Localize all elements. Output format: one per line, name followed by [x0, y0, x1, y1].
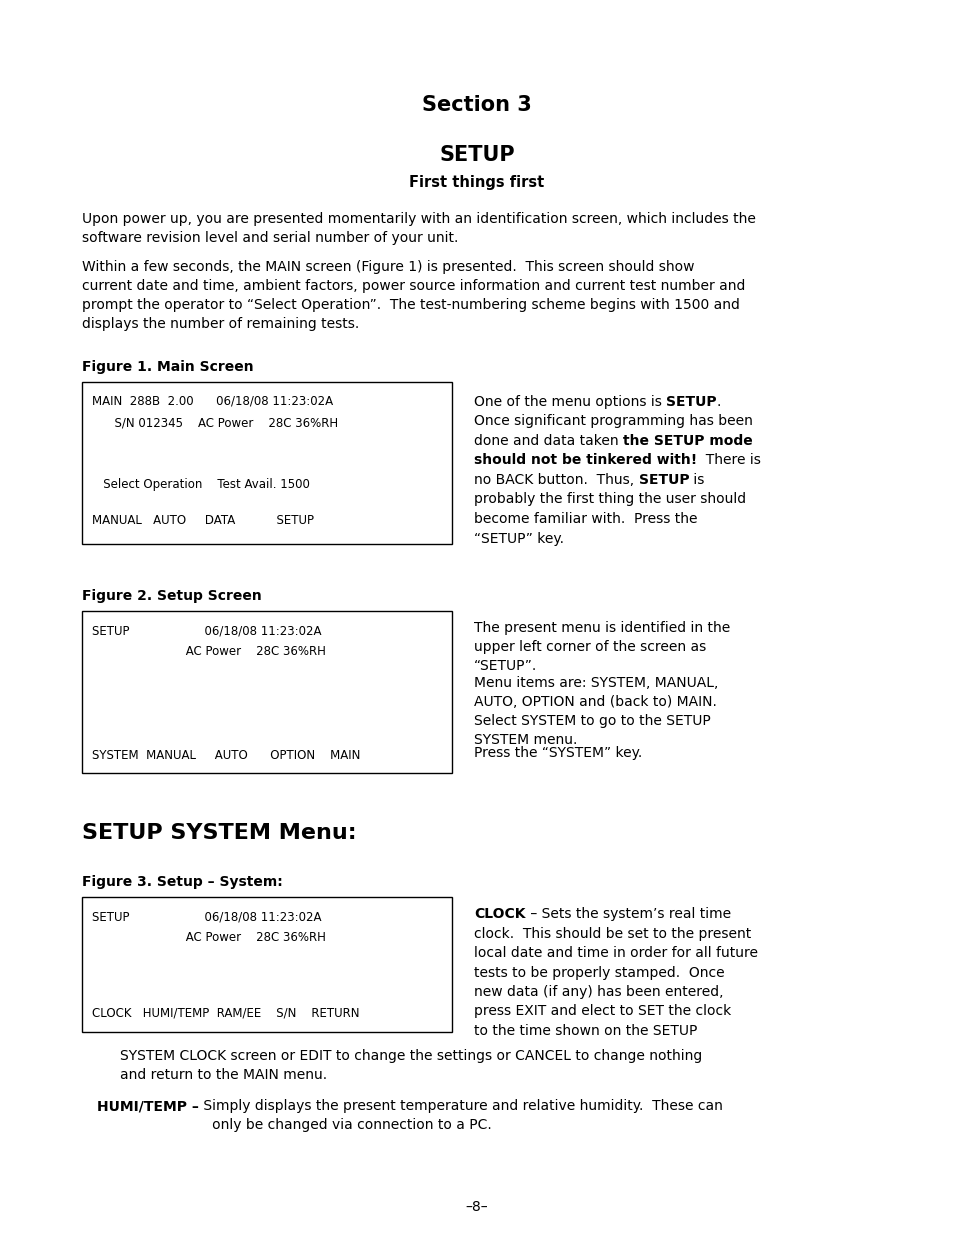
Bar: [82, 611, 452, 773]
Text: Upon power up, you are presented momentarily with an identification screen, whic: Upon power up, you are presented momenta…: [82, 212, 755, 245]
Text: Figure 3. Setup – System:: Figure 3. Setup – System:: [82, 876, 282, 889]
Text: Figure 1. Main Screen: Figure 1. Main Screen: [82, 359, 253, 374]
Text: AC Power    28C 36%RH: AC Power 28C 36%RH: [91, 645, 326, 658]
Text: SETUP SYSTEM Menu:: SETUP SYSTEM Menu:: [82, 823, 356, 844]
Text: .: .: [716, 395, 720, 409]
Text: One of the menu options is: One of the menu options is: [474, 395, 665, 409]
Text: – Sets the system’s real time: – Sets the system’s real time: [525, 906, 730, 921]
Text: probably the first thing the user should: probably the first thing the user should: [474, 493, 745, 506]
Text: HUMI/TEMP –: HUMI/TEMP –: [97, 1099, 198, 1113]
Text: done and data taken: done and data taken: [474, 433, 622, 448]
Text: new data (if any) has been entered,: new data (if any) has been entered,: [474, 986, 722, 999]
Text: no BACK button.  Thus,: no BACK button. Thus,: [474, 473, 638, 487]
Text: clock.  This should be set to the present: clock. This should be set to the present: [474, 926, 750, 941]
Bar: [82, 382, 452, 543]
Text: CLOCK: CLOCK: [474, 906, 525, 921]
Text: –8–: –8–: [465, 1200, 488, 1214]
Text: tests to be properly stamped.  Once: tests to be properly stamped. Once: [474, 966, 724, 979]
Text: to the time shown on the SETUP: to the time shown on the SETUP: [474, 1024, 697, 1037]
Text: SETUP: SETUP: [638, 473, 688, 487]
Text: SETUP: SETUP: [665, 395, 716, 409]
Text: become familiar with.  Press the: become familiar with. Press the: [474, 513, 697, 526]
Text: Once significant programming has been: Once significant programming has been: [474, 415, 752, 429]
Text: done and data taken: done and data taken: [474, 433, 622, 448]
Text: clock.  This should be set to the present: clock. This should be set to the present: [474, 926, 750, 941]
Text: SETUP: SETUP: [665, 395, 716, 409]
Text: There is: There is: [697, 453, 760, 468]
Text: Press the “SYSTEM” key.: Press the “SYSTEM” key.: [474, 746, 641, 760]
Text: SETUP: SETUP: [438, 144, 515, 165]
Text: Simply displays the present temperature and relative humidity.  These can
   onl: Simply displays the present temperature …: [198, 1099, 722, 1132]
Text: Figure 2. Setup Screen: Figure 2. Setup Screen: [82, 589, 261, 603]
Text: There is: There is: [697, 453, 760, 468]
Text: local date and time in order for all future: local date and time in order for all fut…: [474, 946, 758, 960]
Text: The present menu is identified in the
upper left corner of the screen as
“SETUP”: The present menu is identified in the up…: [474, 621, 729, 673]
Text: “SETUP” key.: “SETUP” key.: [474, 531, 563, 546]
Text: the SETUP mode: the SETUP mode: [622, 433, 752, 448]
Text: Once significant programming has been: Once significant programming has been: [474, 415, 752, 429]
Text: is: is: [688, 473, 703, 487]
Text: HUMI/TEMP –: HUMI/TEMP –: [97, 1099, 198, 1113]
Text: SETUP                    06/18/08 11:23:02A: SETUP 06/18/08 11:23:02A: [91, 910, 321, 923]
Text: SETUP                    06/18/08 11:23:02A: SETUP 06/18/08 11:23:02A: [91, 624, 321, 637]
Text: Within a few seconds, the MAIN screen (Figure 1) is presented.  This screen shou: Within a few seconds, the MAIN screen (F…: [82, 261, 744, 331]
Text: no BACK button.  Thus,: no BACK button. Thus,: [474, 473, 638, 487]
Text: the SETUP mode: the SETUP mode: [622, 433, 752, 448]
Text: AC Power    28C 36%RH: AC Power 28C 36%RH: [91, 931, 326, 944]
Text: new data (if any) has been entered,: new data (if any) has been entered,: [474, 986, 722, 999]
Text: First things first: First things first: [409, 175, 544, 190]
Text: S/N 012345    AC Power    28C 36%RH: S/N 012345 AC Power 28C 36%RH: [91, 416, 337, 429]
Text: press EXIT and elect to SET the clock: press EXIT and elect to SET the clock: [474, 1004, 731, 1019]
Text: Select Operation    Test Avail. 1500: Select Operation Test Avail. 1500: [91, 478, 310, 492]
Text: – Sets the system’s real time: – Sets the system’s real time: [525, 906, 730, 921]
Text: Section 3: Section 3: [421, 95, 532, 115]
Text: should not be tinkered with!: should not be tinkered with!: [474, 453, 697, 468]
Text: .: .: [716, 395, 720, 409]
Text: to the time shown on the SETUP: to the time shown on the SETUP: [474, 1024, 697, 1037]
Bar: [82, 897, 452, 1032]
Text: One of the menu options is: One of the menu options is: [474, 395, 665, 409]
Text: “SETUP” key.: “SETUP” key.: [474, 531, 563, 546]
Text: local date and time in order for all future: local date and time in order for all fut…: [474, 946, 758, 960]
Text: SYSTEM CLOCK screen or EDIT to change the settings or CANCEL to change nothing
a: SYSTEM CLOCK screen or EDIT to change th…: [120, 1049, 701, 1082]
Text: MAIN  288B  2.00      06/18/08 11:23:02A: MAIN 288B 2.00 06/18/08 11:23:02A: [91, 395, 333, 408]
Text: become familiar with.  Press the: become familiar with. Press the: [474, 513, 697, 526]
Text: MANUAL   AUTO     DATA           SETUP: MANUAL AUTO DATA SETUP: [91, 514, 314, 527]
Text: is: is: [688, 473, 703, 487]
Text: CLOCK: CLOCK: [474, 906, 525, 921]
Text: CLOCK   HUMI/TEMP  RAM/EE    S/N    RETURN: CLOCK HUMI/TEMP RAM/EE S/N RETURN: [91, 1007, 359, 1020]
Text: SYSTEM  MANUAL     AUTO      OPTION    MAIN: SYSTEM MANUAL AUTO OPTION MAIN: [91, 748, 360, 762]
Text: should not be tinkered with!: should not be tinkered with!: [474, 453, 697, 468]
Text: tests to be properly stamped.  Once: tests to be properly stamped. Once: [474, 966, 724, 979]
Text: SETUP: SETUP: [638, 473, 688, 487]
Text: probably the first thing the user should: probably the first thing the user should: [474, 493, 745, 506]
Text: press EXIT and elect to SET the clock: press EXIT and elect to SET the clock: [474, 1004, 731, 1019]
Text: Menu items are: SYSTEM, MANUAL,
AUTO, OPTION and (back to) MAIN.
Select SYSTEM t: Menu items are: SYSTEM, MANUAL, AUTO, OP…: [474, 676, 718, 747]
